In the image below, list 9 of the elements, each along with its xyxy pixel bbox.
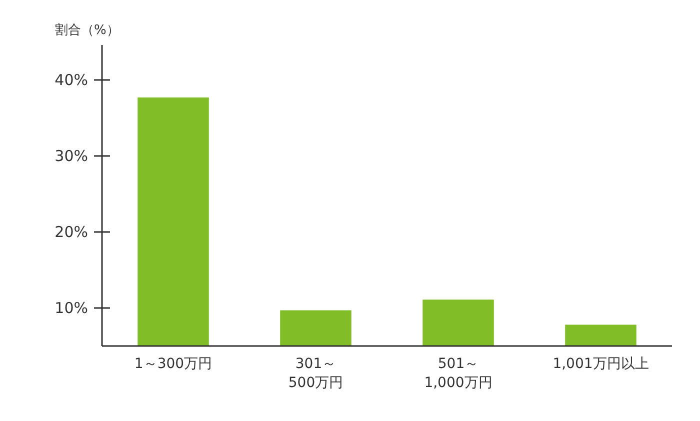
x-tick-label: 1～300万円 (134, 356, 212, 372)
y-tick-label: 10% (54, 298, 88, 317)
y-tick-label: 40% (54, 70, 88, 89)
y-axis-title: 割合（%） (55, 23, 120, 38)
y-tick-label: 20% (54, 222, 88, 241)
x-tick-label: 301～ 500万円 (288, 356, 344, 391)
x-tick-label: 1,001万円以上 (552, 356, 649, 372)
x-tick-label: 501～ 1,000万円 (424, 356, 492, 391)
y-tick-label: 30% (54, 146, 88, 165)
